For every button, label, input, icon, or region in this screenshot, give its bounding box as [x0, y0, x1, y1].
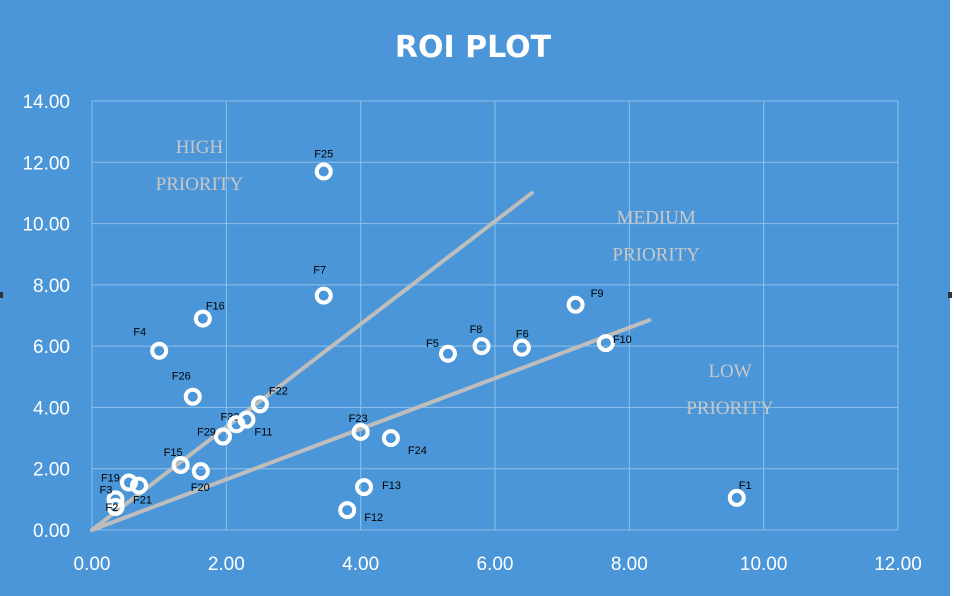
data-point-label: F5 — [426, 338, 439, 350]
y-tick-label: 14.00 — [22, 92, 70, 113]
data-point-label: F11 — [254, 426, 272, 438]
resize-handle-right[interactable] — [948, 292, 952, 298]
data-point-label: F4 — [133, 327, 146, 339]
zone-label: PRIORITY — [686, 398, 774, 419]
y-axis-ticks: 0.00 2.00 4.00 6.00 8.00 10.00 12.00 14.00 — [22, 92, 70, 542]
data-point-label: F7 — [313, 265, 326, 277]
priority-zones: HIGH PRIORITY MEDIUM PRIORITY LOW PRIORITY — [156, 137, 775, 419]
data-point-label: F13 — [382, 480, 401, 492]
y-tick-label: 2.00 — [33, 460, 70, 481]
data-point — [183, 387, 202, 406]
data-point-label: F24 — [408, 445, 427, 457]
data-point-label: F20 — [191, 482, 210, 494]
data-point-label: F21 — [133, 495, 152, 507]
y-tick-label: 8.00 — [33, 276, 70, 297]
x-tick-label: 8.00 — [611, 554, 648, 575]
x-tick-label: 10.00 — [740, 554, 788, 575]
data-point — [438, 344, 457, 363]
data-point-label: F8 — [470, 324, 483, 336]
data-point — [314, 286, 333, 305]
trendline — [90, 190, 534, 532]
x-tick-label: 2.00 — [208, 554, 245, 575]
data-point-label: F15 — [164, 447, 183, 459]
x-tick-label: 4.00 — [342, 554, 379, 575]
data-point-label: F30 — [220, 412, 239, 424]
data-point — [727, 488, 746, 507]
data-point — [150, 341, 169, 360]
data-point — [512, 338, 531, 357]
data-point — [351, 422, 370, 441]
data-point — [314, 162, 333, 181]
data-point-label: F6 — [516, 329, 529, 341]
data-point-label: F3 — [100, 484, 113, 496]
data-point — [355, 478, 374, 497]
data-point-label: F10 — [613, 334, 632, 346]
y-tick-label: 10.00 — [22, 215, 70, 236]
zone-label: MEDIUM — [617, 208, 696, 229]
data-point — [250, 395, 269, 414]
chart-title: ROI PLOT — [395, 30, 552, 65]
data-point-label: F9 — [591, 288, 604, 300]
data-point-label: F1 — [739, 480, 752, 492]
data-point-label: F2 — [106, 502, 119, 514]
x-axis-ticks: 0.00 2.00 4.00 6.00 8.00 10.00 12.00 — [74, 554, 922, 575]
data-point — [227, 415, 246, 434]
x-tick-label: 0.00 — [74, 554, 111, 575]
y-tick-label: 12.00 — [22, 153, 70, 174]
data-points: F25 F7 F16 F4 F26 F22 F30 F29 F11 F15 F20 F19 F21 F3 F… — [100, 148, 752, 524]
zone-label: LOW — [708, 361, 751, 382]
y-tick-label: 0.00 — [33, 521, 70, 542]
data-point-label: F26 — [172, 371, 191, 383]
data-point — [119, 473, 138, 492]
data-point — [130, 476, 149, 495]
resize-handle-left[interactable] — [0, 292, 3, 298]
data-point — [171, 456, 190, 475]
trendlines — [90, 190, 652, 532]
zone-label: HIGH — [176, 137, 224, 158]
x-tick-label: 12.00 — [874, 554, 922, 575]
data-point — [213, 427, 232, 446]
data-point-label: F25 — [314, 148, 333, 160]
zone-label: PRIORITY — [156, 174, 244, 195]
x-tick-label: 6.00 — [477, 554, 514, 575]
y-tick-label: 6.00 — [33, 337, 70, 358]
data-point — [566, 295, 585, 314]
data-point-label: F19 — [101, 473, 120, 485]
data-point-label: F22 — [269, 385, 288, 397]
data-point-label: F29 — [197, 427, 216, 439]
data-point — [106, 498, 125, 517]
data-point — [338, 501, 357, 520]
data-point — [596, 334, 615, 353]
trendline — [90, 318, 652, 532]
data-point-label: F12 — [364, 512, 383, 524]
data-point-label: F16 — [206, 301, 225, 313]
data-point — [191, 462, 210, 481]
data-point — [381, 429, 400, 448]
y-tick-label: 4.00 — [33, 398, 70, 419]
data-point — [193, 309, 212, 328]
data-point-label: F23 — [349, 413, 368, 425]
zone-label: PRIORITY — [612, 245, 700, 266]
data-point — [472, 337, 491, 356]
data-point — [106, 490, 125, 509]
